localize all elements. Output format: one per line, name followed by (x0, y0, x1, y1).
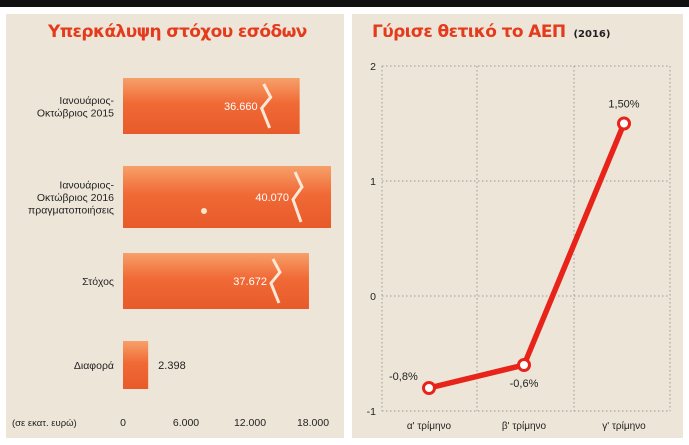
data-value-label: -0,8% (389, 371, 418, 383)
axis-break-mark (291, 171, 304, 223)
bar-value-label: 37.672 (233, 276, 267, 288)
category-label: Ιανουάριος- (59, 95, 114, 107)
axis-break-mark (259, 83, 273, 129)
category-label: πραγματοποιήσεις (28, 205, 114, 217)
x-category-label: β' τρίμηνο (502, 420, 547, 432)
data-point-marker (422, 381, 436, 395)
bar-value-label: 40.070 (255, 192, 289, 204)
gdp-series-line (426, 120, 627, 391)
x-tick-label: 12.000 (234, 417, 266, 429)
gdp-chart-subtitle: (2016) (573, 29, 611, 40)
unit-note: (σε εκατ. ευρώ) (12, 418, 77, 429)
y-tick-label: 2 (370, 61, 376, 73)
bar-value-label: 36.660 (224, 101, 258, 113)
gdp-line-chart: -1 0 1 2 -0,8% -0,6% 1,50% α' τρίμηνο β' τρίμηνο… (367, 61, 671, 432)
category-label: Οκτώβριος 2015 (37, 107, 114, 119)
bar (123, 341, 149, 389)
x-category-label: α' τρίμηνο (407, 420, 452, 432)
category-label: Ιανουάριος- (59, 180, 114, 192)
gdp-chart-title-block: Γύρισε θετικό το ΑΕΠ (2016) (372, 22, 610, 42)
data-value-label: -0,6% (510, 378, 539, 390)
data-value-label: 1,50% (608, 99, 639, 111)
y-tick-label: 0 (370, 291, 376, 303)
revenue-chart-title: Υπερκάλυψη στόχου εσόδων (48, 22, 307, 42)
y-tick-label: 1 (370, 176, 376, 188)
gdp-chart-panel: Γύρισε θετικό το ΑΕΠ (2016) -1 0 1 2 -0,8% -0,… (352, 14, 683, 438)
bar (123, 253, 309, 309)
gdp-chart-title: Γύρισε θετικό το ΑΕΠ (372, 22, 566, 42)
y-tick-label: -1 (367, 406, 376, 418)
bar (123, 78, 300, 134)
category-label: Διαφορά (74, 360, 114, 372)
category-label: Στόχος (82, 276, 114, 288)
x-category-label: γ' τρίμηνο (602, 420, 646, 432)
top-rule (0, 0, 689, 7)
category-label: Οκτώβριος 2016 (37, 192, 114, 204)
x-tick-label: 6.000 (173, 417, 199, 429)
data-point-marker (617, 116, 631, 131)
data-point-marker (517, 358, 531, 372)
x-tick-label: 18.000 (297, 417, 329, 429)
revenue-chart-panel: Υπερκάλυψη στόχου εσόδων 36.660 Ιανουάριο… (6, 14, 344, 438)
axis-break-mark (269, 258, 282, 304)
x-tick-label: 0 (120, 417, 126, 429)
bar-value-label: 2.398 (158, 360, 186, 372)
bar-dot-marker (201, 208, 207, 214)
